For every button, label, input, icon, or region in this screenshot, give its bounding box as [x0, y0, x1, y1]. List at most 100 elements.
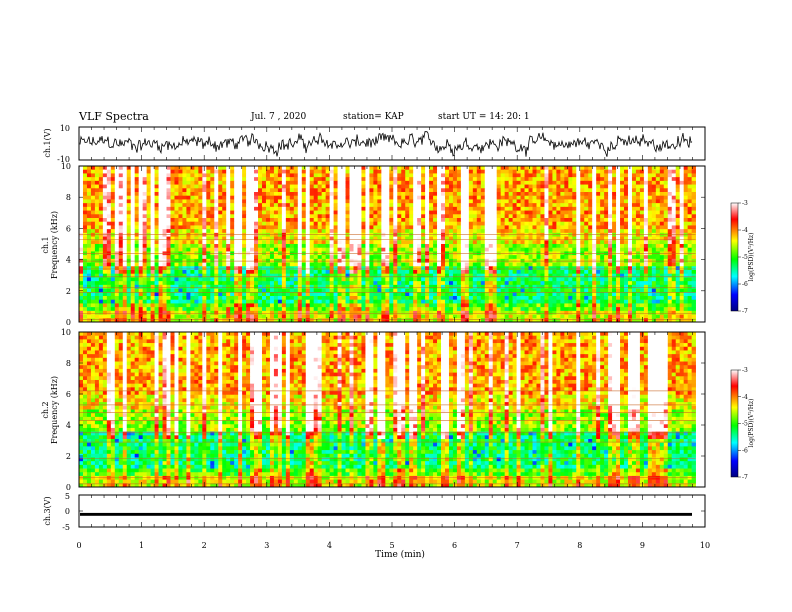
spectrogram-cell — [198, 173, 203, 178]
spectrogram-cell — [683, 199, 689, 204]
spectrogram-cell — [564, 262, 569, 267]
spectrogram-cell — [150, 281, 155, 286]
spectrogram-cell — [246, 281, 251, 286]
spectrogram-cell — [190, 225, 195, 230]
spectrogram-cell — [218, 270, 223, 275]
spectrogram-cell — [492, 218, 498, 223]
spectrogram-cell — [82, 240, 88, 245]
spectrogram-cell — [134, 210, 140, 215]
spectrogram-cell — [448, 247, 454, 252]
spectrogram-cell — [186, 270, 191, 275]
spectrogram-cell — [134, 203, 140, 208]
spectrogram-cell — [524, 247, 529, 252]
spectrogram-cell — [441, 177, 446, 182]
spectrogram-cell — [448, 203, 454, 208]
spectrogram-cell — [150, 266, 155, 271]
spectrogram-cell — [138, 266, 143, 271]
spectrogram-cell — [297, 199, 303, 204]
spectrogram-cell — [464, 203, 470, 208]
spectrogram-cell — [544, 221, 549, 226]
spectrogram-cell — [122, 177, 128, 182]
spectrogram-cell — [444, 203, 450, 208]
spectrogram-cell — [425, 195, 430, 200]
spectrogram-cell — [560, 229, 565, 234]
spectrogram-cell — [405, 244, 410, 249]
spectrogram-cell — [643, 270, 649, 275]
spectrogram-cell — [138, 177, 143, 182]
spectrogram-cell — [476, 184, 482, 189]
spectrogram-cell — [397, 244, 402, 249]
spectrogram-cell — [608, 206, 613, 211]
spectrogram-cell — [373, 244, 378, 249]
spectrogram-cell — [186, 277, 191, 282]
spectrogram-cell — [675, 273, 681, 278]
spectrogram-cell — [516, 203, 521, 208]
spectrogram-cell — [663, 255, 669, 260]
spectrogram-cell — [456, 169, 462, 174]
spectrogram-cell — [277, 188, 283, 193]
spectrogram-cell — [592, 247, 597, 252]
spectrogram-cell — [146, 277, 151, 282]
spectrogram-cell — [604, 229, 609, 234]
spectrogram-cell — [620, 247, 625, 252]
spectrogram-cell — [321, 173, 326, 178]
spectrogram-cell — [289, 195, 295, 200]
spectrogram-cell — [401, 229, 406, 234]
spectrogram-cell — [520, 177, 525, 182]
spectrogram-cell — [214, 277, 219, 282]
spectrogram-cell — [516, 206, 521, 211]
spectrogram-cell — [568, 262, 573, 267]
spectrogram-cell — [409, 180, 414, 185]
spectrogram-cell — [118, 169, 124, 174]
spectrogram-cell — [361, 262, 366, 267]
spectrogram-cell — [643, 240, 649, 245]
spectrogram-cell — [560, 225, 565, 230]
spectrogram-cell — [373, 169, 378, 174]
spectrogram-cell — [572, 169, 577, 174]
spectrogram-cell — [397, 203, 402, 208]
spectrogram-cell — [484, 173, 490, 178]
spectrogram-cell — [289, 214, 295, 219]
spectrogram-cell — [512, 169, 517, 174]
spectrogram-cell — [369, 173, 374, 178]
spectrogram-cell — [584, 240, 589, 245]
spectrogram-cell — [679, 177, 685, 182]
spectrogram-cell — [500, 177, 506, 182]
spectrogram-cell — [325, 266, 330, 271]
spectrogram-cell — [608, 199, 613, 204]
spectrogram-cell — [301, 255, 307, 260]
spectrogram-cell — [488, 273, 494, 278]
spectrogram-cell — [345, 270, 350, 275]
spectrogram-cell — [683, 221, 689, 226]
spectrogram-cell — [659, 247, 665, 252]
spectrogram-cell — [122, 214, 128, 219]
spectrogram-cell — [620, 218, 625, 223]
spectrogram-cell — [285, 203, 291, 208]
spectrogram-cell — [576, 225, 581, 230]
spectrogram-cell — [222, 221, 227, 226]
spectrogram-cell — [504, 188, 509, 193]
spectrogram-cell — [134, 247, 140, 252]
spectrogram-cell — [313, 244, 319, 249]
spectrogram-cell — [106, 210, 112, 215]
spectrogram-cell — [655, 221, 661, 226]
spectrogram-cell — [273, 173, 279, 178]
spectrogram-cell — [134, 206, 140, 211]
spectrogram-cell — [608, 236, 613, 241]
spectrogram-cell — [389, 180, 394, 185]
spectrogram-cell — [671, 210, 677, 215]
spectrogram-cell — [596, 240, 601, 245]
spectrogram-cell — [627, 210, 633, 215]
spectrogram-cell — [580, 184, 585, 189]
spectrogram-cell — [675, 177, 681, 182]
spectrogram-cell — [588, 247, 593, 252]
spectrogram-cell — [222, 262, 227, 267]
spectrogram-cell — [190, 210, 195, 215]
spectrogram-cell — [297, 240, 303, 245]
spectrogram-cell — [265, 166, 271, 171]
spectrogram-cell — [186, 184, 191, 189]
spectrogram-cell — [106, 221, 112, 226]
spectrogram-cell — [285, 199, 291, 204]
spectrogram-cell — [484, 277, 490, 282]
spectrogram-cell — [82, 273, 88, 278]
